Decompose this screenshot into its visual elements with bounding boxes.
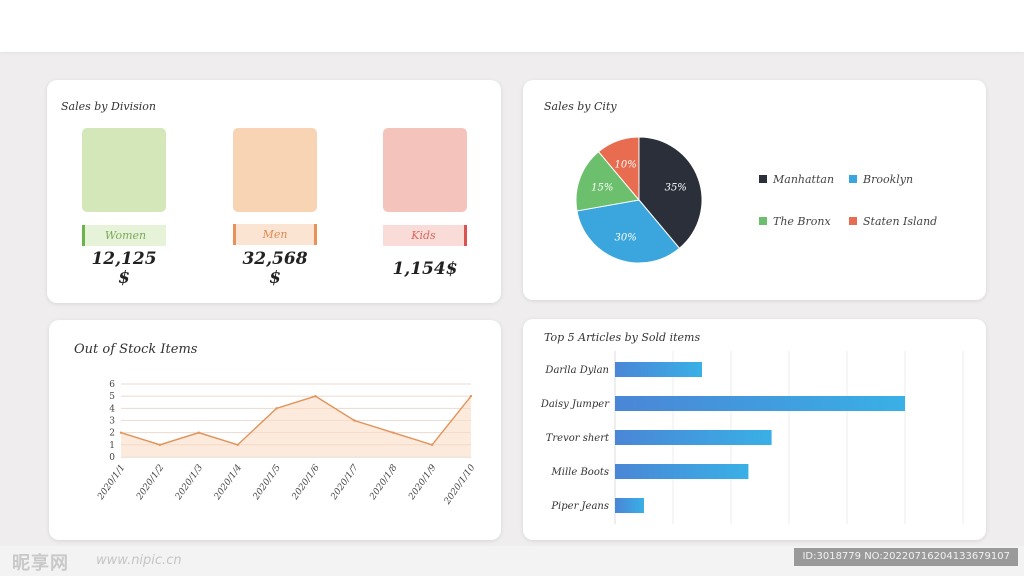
pie-slice-manhattan[interactable] <box>638 136 703 249</box>
x-tick-label: 2020/1/10 <box>442 463 477 508</box>
women-amount-currency: $ <box>118 268 130 288</box>
kids-amount: 1,154$ <box>375 260 475 279</box>
x-tick-label: 2020/1/2 <box>134 463 166 503</box>
women-tag-label: Women <box>104 229 147 242</box>
x-tick-label: 2020/1/7 <box>329 463 361 503</box>
x-tick-label: 2020/1/4 <box>212 463 244 503</box>
x-tick-label: 2020/1/9 <box>407 463 439 503</box>
bar-piper-jeans[interactable] <box>615 498 644 513</box>
y-tick-label: 5 <box>109 392 115 402</box>
pie-slice-brooklyn[interactable] <box>576 199 681 264</box>
sales-by-division-card: Sales by Division Women 12,125 $ Men 32,5… <box>47 80 501 303</box>
bar-mille-boots[interactable] <box>615 464 749 479</box>
sales-by-division-title: Sales by Division <box>61 100 156 113</box>
city-pie-chart: 35% 30% 15% 10% <box>575 136 703 264</box>
area-point[interactable] <box>430 443 434 447</box>
watermark-url: www.nipic.cn <box>96 553 182 568</box>
bar-daisy-jumper[interactable] <box>615 396 905 411</box>
legend-staten-island-swatch <box>849 217 857 225</box>
area-fill <box>121 396 471 457</box>
area-point[interactable] <box>392 431 395 434</box>
legend-brooklyn[interactable]: Brooklyn <box>849 173 913 186</box>
men-amount: 32,568 $ <box>225 250 325 288</box>
out-of-stock-title: Out of Stock Items <box>74 342 198 357</box>
watermark-logo: 昵享网 <box>12 553 69 574</box>
pie-label-manhattan: 35% <box>665 183 687 194</box>
men-tile <box>233 128 317 212</box>
y-tick-label: 0 <box>109 453 115 463</box>
legend-staten-island[interactable]: Staten Island <box>849 215 937 228</box>
x-tick-label: 2020/1/6 <box>290 463 322 503</box>
bar-category-label: Piper Jeans <box>550 501 609 512</box>
top5-bar-chart: Darlla Dylan Daisy Jumper Trevor shert Mill… <box>540 351 964 524</box>
kids-amount-value: 1,154$ <box>392 259 458 279</box>
women-tile <box>82 128 166 212</box>
area-point[interactable] <box>469 394 473 398</box>
y-tick-label: 1 <box>109 441 115 451</box>
kids-tag[interactable]: Kids <box>383 225 467 246</box>
top-bar <box>0 0 1024 52</box>
legend-manhattan[interactable]: Manhattan <box>759 173 834 186</box>
men-tag-label: Men <box>262 228 288 241</box>
area-point[interactable] <box>353 419 356 422</box>
x-tick-label: 2020/1/3 <box>173 463 205 503</box>
men-amount-currency: $ <box>269 268 281 288</box>
women-amount-value: 12,125 <box>91 249 157 269</box>
out-of-stock-card: Out of Stock Items 0 1 2 3 4 5 6 2020/1/1 2020/1… <box>49 320 501 540</box>
legend-brooklyn-swatch <box>849 175 857 183</box>
legend-the-bronx[interactable]: The Bronx <box>759 215 831 228</box>
area-point[interactable] <box>119 431 123 434</box>
bar-category-label: Daisy Jumper <box>540 399 610 410</box>
legend-brooklyn-label: Brooklyn <box>863 173 914 186</box>
kids-tag-label: Kids <box>411 229 436 242</box>
kids-tile <box>383 128 467 212</box>
area-point[interactable] <box>314 394 317 398</box>
x-tick-label: 2020/1/1 <box>96 463 128 503</box>
women-amount: 12,125 $ <box>74 250 174 288</box>
watermark-id: ID:3018779 NO:20220716204133679107 <box>794 548 1018 566</box>
x-tick-label: 2020/1/8 <box>368 463 400 503</box>
top5-articles-card: Top 5 Articles by Sold items Darlla Dyla… <box>523 319 986 540</box>
area-point[interactable] <box>236 443 239 447</box>
pie-slice-staten-island[interactable] <box>597 136 640 202</box>
area-point[interactable] <box>158 443 162 447</box>
pie-label-staten-island: 10% <box>615 159 637 170</box>
y-tick-label: 3 <box>109 417 115 427</box>
sales-by-city-title: Sales by City <box>544 100 617 113</box>
legend-manhattan-label: Manhattan <box>773 173 835 186</box>
bar-trevor-shert[interactable] <box>615 430 772 445</box>
top5-articles-title: Top 5 Articles by Sold items <box>544 331 701 344</box>
bar-darlla-dylan[interactable] <box>615 362 702 377</box>
area-point[interactable] <box>197 431 200 434</box>
area-point[interactable] <box>275 407 278 410</box>
legend-staten-island-label: Staten Island <box>863 215 938 228</box>
bar-category-label: Darlla Dylan <box>544 365 609 376</box>
y-tick-label: 2 <box>109 429 115 439</box>
area-line <box>120 395 472 446</box>
bar-category-label: Trevor shert <box>546 433 610 444</box>
women-tag[interactable]: Women <box>82 225 166 246</box>
legend-the-bronx-swatch <box>759 217 767 225</box>
x-tick-label: 2020/1/5 <box>251 463 283 503</box>
legend-the-bronx-label: The Bronx <box>773 215 831 228</box>
y-tick-label: 6 <box>109 380 115 390</box>
bar-category-label: Mille Boots <box>551 467 609 478</box>
men-tag[interactable]: Men <box>233 224 317 245</box>
pie-slice-the-bronx[interactable] <box>575 151 640 212</box>
y-tick-label: 4 <box>109 404 115 414</box>
men-amount-value: 32,568 <box>242 249 308 269</box>
pie-label-the-bronx: 15% <box>591 183 613 194</box>
legend-manhattan-swatch <box>759 175 767 183</box>
pie-label-brooklyn: 30% <box>615 233 637 244</box>
sales-by-city-card: Sales by City 35% 30% 15% 10% Manhattan Bro… <box>523 80 986 300</box>
